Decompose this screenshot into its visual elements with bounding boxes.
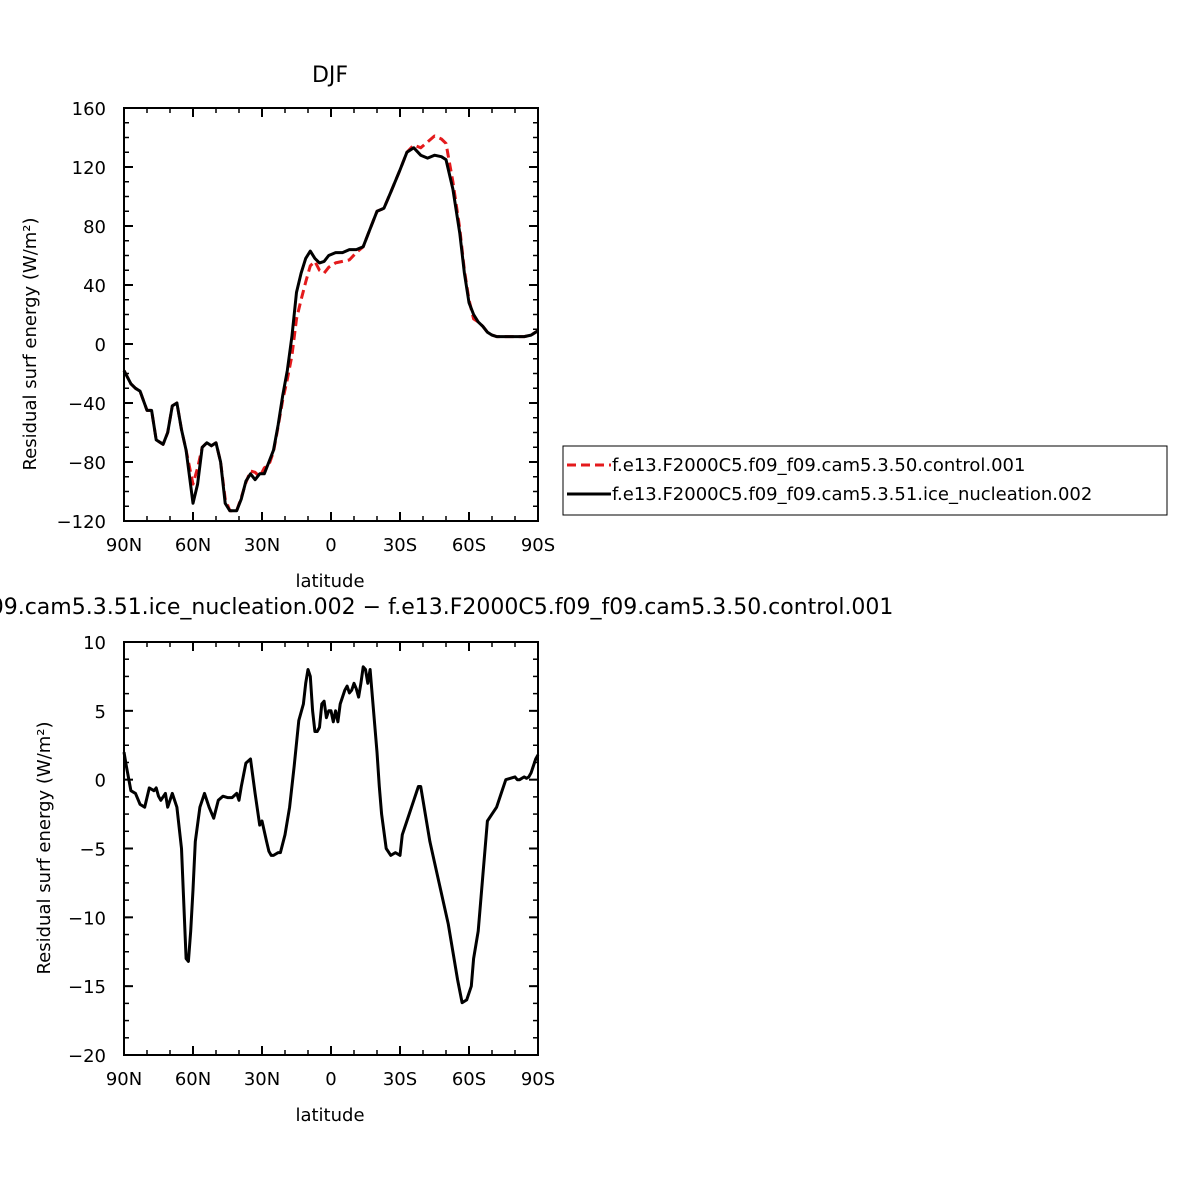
- y-tick-label: −120: [57, 512, 106, 533]
- y-axis-label: Residual surf energy (W/m²): [20, 217, 41, 470]
- series-line-1: [122, 146, 539, 513]
- y-tick-label: 80: [83, 217, 106, 238]
- y-tick-label: −80: [68, 453, 106, 474]
- y-tick-label: −10: [68, 908, 106, 929]
- series-line-0: [122, 665, 540, 1005]
- legend-box: [562, 445, 1168, 516]
- y-tick-label: 0: [95, 335, 106, 356]
- y-tick-label: −5: [79, 840, 106, 861]
- y-tick-label: 0: [95, 771, 106, 792]
- x-tick-label: 30S: [383, 1069, 417, 1090]
- x-tick-label: 90S: [521, 535, 555, 556]
- plot-frame: [123, 641, 539, 1056]
- x-tick-label: 90N: [106, 1069, 142, 1090]
- x-tick-label: 60S: [452, 535, 486, 556]
- tick-group: 90N 60N 30N 0 30S 60S 90S 160 120 80 40 0 −40 −80 −120: [57, 99, 556, 556]
- x-axis-label: latitude: [295, 1105, 364, 1126]
- x-tick-label: 0: [325, 1069, 336, 1090]
- series-group: [122, 665, 540, 1005]
- chart-title: DJF: [312, 63, 348, 88]
- x-tick-label: 30S: [383, 535, 417, 556]
- x-tick-label: 60N: [175, 1069, 211, 1090]
- x-tick-label: 90S: [521, 1069, 555, 1090]
- x-tick-label: 60S: [452, 1069, 486, 1090]
- chart-difference: f.e13.F2000C5.f09_f09.cam5.3.51.ice_nucl…: [0, 595, 893, 1126]
- y-tick-label: 10: [83, 633, 106, 654]
- chart-title: f.e13.F2000C5.f09_f09.cam5.3.51.ice_nucl…: [0, 595, 893, 620]
- y-tick-label: 5: [95, 702, 106, 723]
- legend: f.e13.F2000C5.f09_f09.cam5.3.50.control.…: [562, 445, 1168, 516]
- x-axis-label: latitude: [295, 571, 364, 592]
- x-tick-label: 30N: [244, 1069, 280, 1090]
- y-axis-label: Residual surf energy (W/m²): [34, 721, 55, 974]
- series-group: [122, 134, 539, 513]
- x-tick-label: 0: [325, 535, 336, 556]
- y-tick-label: −20: [68, 1046, 106, 1067]
- y-tick-label: 120: [72, 158, 106, 179]
- chart-djf: DJF latitude Residual surf energy (W/m²)…: [20, 63, 1168, 592]
- x-tick-label: 90N: [106, 535, 142, 556]
- legend-label-control: f.e13.F2000C5.f09_f09.cam5.3.50.control.…: [612, 455, 1025, 476]
- x-tick-label: 60N: [175, 535, 211, 556]
- y-tick-label: 40: [83, 276, 106, 297]
- y-tick-label: 160: [72, 99, 106, 120]
- plot-frame: [123, 107, 539, 522]
- y-tick-label: −15: [68, 977, 106, 998]
- legend-label-ice-nucleation: f.e13.F2000C5.f09_f09.cam5.3.51.ice_nucl…: [612, 484, 1092, 505]
- x-tick-label: 30N: [244, 535, 280, 556]
- y-tick-label: −40: [68, 394, 106, 415]
